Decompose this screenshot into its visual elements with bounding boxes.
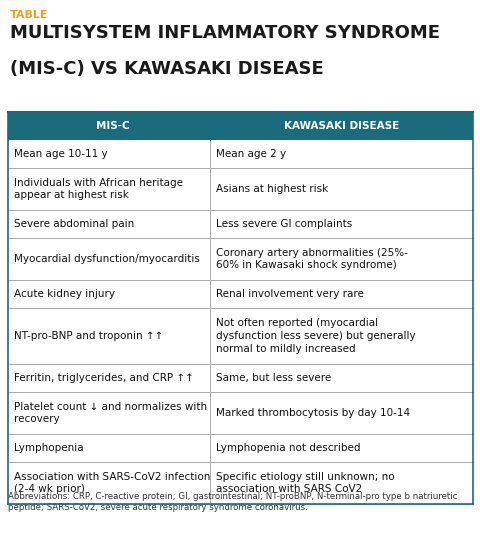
Bar [8,462,472,504]
Text: Abbreviations: CRP, C-reactive protein; GI, gastrointestinal; NT-proBNP, N-termi: Abbreviations: CRP, C-reactive protein; … [8,492,456,513]
Text: Mean age 10-11 y: Mean age 10-11 y [14,149,108,159]
Text: Individuals with African heritage
appear at highest risk: Individuals with African heritage appear… [14,177,182,201]
Text: Ferritin, triglycerides, and CRP ↑↑: Ferritin, triglycerides, and CRP ↑↑ [14,373,193,383]
Bar [8,238,472,280]
Bar [8,112,472,140]
Text: Platelet count ↓ and normalizes with
recovery: Platelet count ↓ and normalizes with rec… [14,402,207,424]
Bar [8,434,472,462]
Text: Association with SARS-CoV2 infection
(2-4 wk prior): Association with SARS-CoV2 infection (2-… [14,472,210,494]
Text: (MIS-C) VS KAWASAKI DISEASE: (MIS-C) VS KAWASAKI DISEASE [10,60,323,78]
Text: KAWASAKI DISEASE: KAWASAKI DISEASE [283,121,398,131]
Bar [8,364,472,392]
Text: Marked thrombocytosis by day 10-14: Marked thrombocytosis by day 10-14 [216,408,409,418]
Bar [8,140,472,168]
Bar [8,168,472,210]
Bar [8,280,472,308]
Text: TABLE: TABLE [10,10,48,20]
Text: Acute kidney injury: Acute kidney injury [14,289,115,299]
Text: Asians at highest risk: Asians at highest risk [216,184,327,194]
Text: Same, but less severe: Same, but less severe [216,373,331,383]
Text: Mean age 2 y: Mean age 2 y [216,149,286,159]
Text: MULTISYSTEM INFLAMMATORY SYNDROME: MULTISYSTEM INFLAMMATORY SYNDROME [10,24,439,42]
Bar [8,392,472,434]
Text: Renal involvement very rare: Renal involvement very rare [216,289,363,299]
Text: Specific etiology still unknown; no
association with SARS CoV2: Specific etiology still unknown; no asso… [216,472,394,494]
Text: Lymphopenia: Lymphopenia [14,443,84,453]
Text: Lymphopenia not described: Lymphopenia not described [216,443,360,453]
Text: MIS-C: MIS-C [96,121,130,131]
Text: Not often reported (myocardial
dysfunction less severe) but generally
normal to : Not often reported (myocardial dysfuncti… [216,318,415,354]
Text: Coronary artery abnormalities (25%-
60% in Kawasaki shock syndrome): Coronary artery abnormalities (25%- 60% … [216,247,407,271]
Bar [8,210,472,238]
Text: Myocardial dysfunction/myocarditis: Myocardial dysfunction/myocarditis [14,254,200,264]
Text: NT-pro-BNP and troponin ↑↑: NT-pro-BNP and troponin ↑↑ [14,331,163,341]
Bar [8,308,472,364]
Text: Less severe GI complaints: Less severe GI complaints [216,219,351,229]
Text: Severe abdominal pain: Severe abdominal pain [14,219,134,229]
